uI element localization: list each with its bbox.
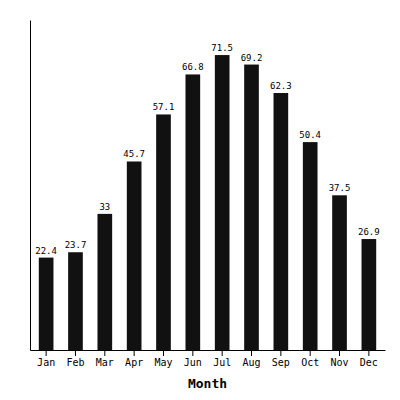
bar [274,93,289,350]
x-tick-mark [368,350,369,356]
bar [362,239,377,350]
x-tick: May [154,350,172,368]
x-axis: Jan Feb Mar Apr May Jun Jul Aug Sep Oct Nov Dec [31,350,386,368]
x-tick-mark [134,350,135,356]
data-label: 26.9 [358,227,380,237]
bar [332,195,347,350]
x-tick-mark [222,350,223,356]
x-tick-mark [75,350,76,356]
bar [244,65,259,350]
x-tick-label: Dec [360,357,378,368]
x-axis-line [31,350,386,351]
x-tick-mark [251,350,252,356]
data-label: 22.4 [35,246,57,256]
x-tick-mark [104,350,105,356]
data-label: 57.1 [153,102,175,112]
x-tick-label: Nov [330,357,348,368]
x-tick: Aug [242,350,260,368]
x-tick-label: Apr [125,357,143,368]
x-tick: Feb [66,350,84,368]
bar [303,142,318,350]
y-axis [30,21,31,351]
plot: Jan Feb Mar Apr May Jun Jul Aug Sep Oct Nov Dec Mont… [31,21,386,392]
data-label: 33 [99,202,110,212]
data-label: 69.2 [241,53,263,63]
data-label: 37.5 [329,183,351,193]
x-tick-mark [192,350,193,356]
data-label: 62.3 [270,81,292,91]
bar [185,74,200,350]
x-tick-label: Mar [96,357,114,368]
data-label: 50.4 [299,130,321,140]
bar [215,55,230,350]
x-tick-label: Feb [66,357,84,368]
x-tick: Jul [213,350,231,368]
x-tick-label: May [154,357,172,368]
x-tick-mark [310,350,311,356]
x-tick: Oct [301,350,319,368]
bar [156,114,171,350]
data-label: 23.7 [65,240,87,250]
x-tick-label: Oct [301,357,319,368]
bar [68,252,83,350]
x-axis-title: Month [188,376,227,391]
y-axis-line [30,21,31,351]
x-tick: Apr [125,350,143,368]
x-tick-label: Aug [242,357,260,368]
data-labels: 22.4 23.7 33 45.7 57.1 66.8 71.5 69.2 62.3 50.4 37… [35,43,379,256]
data-label: 71.5 [211,43,233,53]
x-tick-mark [46,350,47,356]
x-tick-label: Jul [213,357,231,368]
x-tick: Sep [272,350,290,368]
x-tick-mark [280,350,281,356]
data-label: 45.7 [123,149,145,159]
x-tick: Jan [37,350,55,368]
x-tick-label: Jun [184,357,202,368]
x-tick: Mar [96,350,114,368]
x-tick: Nov [330,350,348,368]
x-tick-label: Sep [272,357,290,368]
bars [39,55,376,350]
bar [127,161,142,350]
x-tick: Dec [360,350,378,368]
chart: Jan Feb Mar Apr May Jun Jul Aug Sep Oct Nov Dec Mont… [0,0,400,400]
bar [39,258,54,350]
bar [97,214,112,350]
x-tick-mark [339,350,340,356]
data-label: 66.8 [182,62,204,72]
x-tick-label: Jan [37,357,55,368]
x-tick: Jun [184,350,202,368]
x-tick-mark [163,350,164,356]
